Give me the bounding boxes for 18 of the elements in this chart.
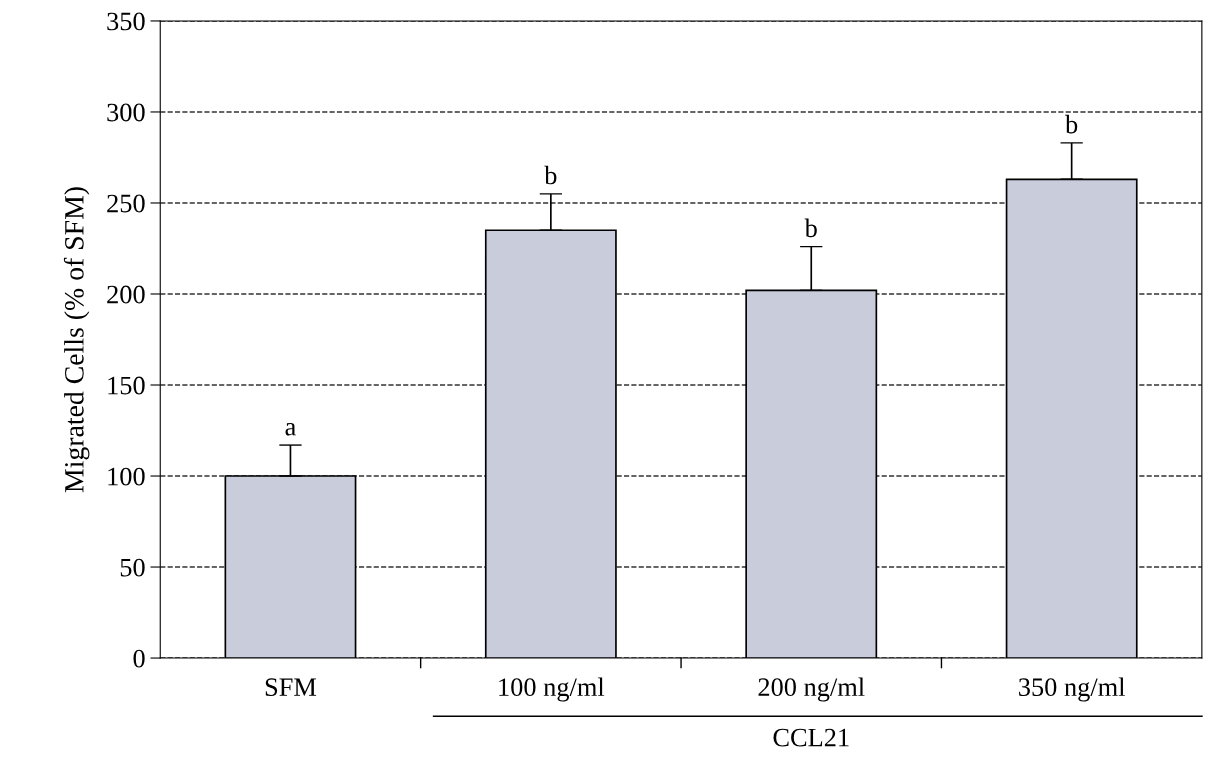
- x-tick-label: SFM: [265, 678, 317, 697]
- x-tick-label: 200 ng/ml: [758, 677, 865, 702]
- y-tick-label: 250: [107, 194, 145, 213]
- y-tick-label: 350: [107, 12, 145, 31]
- text: CCL21: [773, 728, 849, 747]
- annotation: b: [1065, 114, 1078, 134]
- y-tick-label: 300: [107, 103, 145, 122]
- x-tick-label: 350 ng/ml: [1019, 677, 1126, 702]
- y-tick-label: 150: [108, 376, 145, 395]
- y-tick-label: 100: [108, 467, 145, 486]
- y-tick-label: 50: [120, 558, 145, 577]
- x-tick-label: 100 ng/ml: [499, 677, 605, 702]
- y-tick-label: 200: [107, 285, 145, 304]
- annotation: b: [544, 165, 557, 185]
- y-tick-label: 0: [133, 649, 145, 668]
- annotation: a: [285, 422, 296, 436]
- annotation: b: [804, 218, 817, 238]
- y-axis-title: Migrated Cells (% of SFM): [63, 187, 90, 493]
